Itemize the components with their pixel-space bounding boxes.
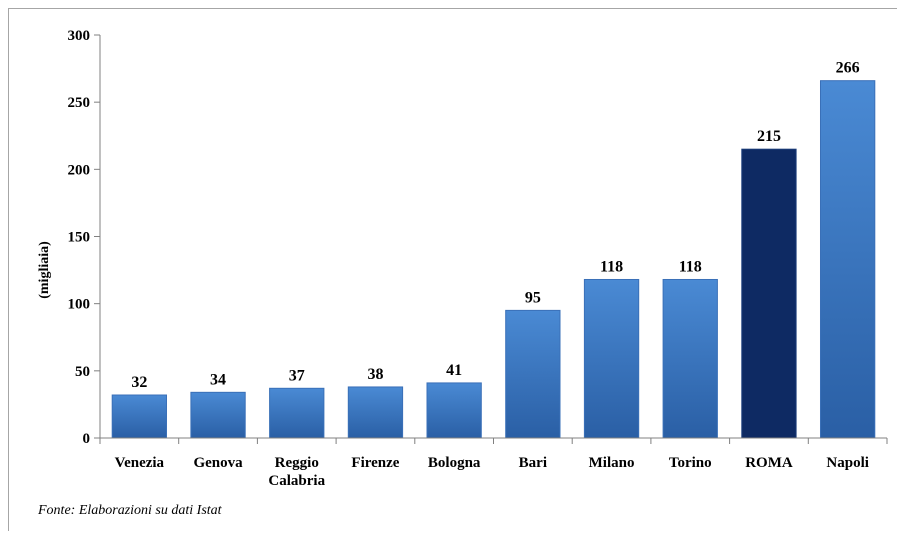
x-tick-label: ROMA — [745, 455, 793, 471]
bar — [505, 309, 561, 439]
data-label: 118 — [679, 258, 702, 275]
bar — [583, 278, 640, 439]
bar — [662, 278, 718, 439]
bar — [819, 80, 876, 439]
bar — [741, 148, 797, 439]
y-axis: 0 50 100 150 200 250 300 — [68, 28, 101, 447]
x-tick-label: Genova — [193, 455, 243, 471]
x-tick-label: Bari — [519, 455, 547, 471]
data-label: 34 — [210, 371, 226, 388]
data-label: 41 — [446, 362, 462, 379]
x-tick-label: Torino — [669, 455, 712, 471]
x-tick-label: Milano — [589, 455, 635, 471]
data-label: 266 — [836, 60, 860, 77]
data-label: 118 — [600, 258, 623, 275]
x-tick-label: Venezia — [115, 455, 165, 471]
data-label: 38 — [367, 366, 383, 383]
bar — [426, 382, 482, 439]
y-axis-label: (migliaia) — [37, 241, 52, 299]
y-tick-label: 50 — [75, 364, 90, 380]
y-tick-label: 150 — [68, 230, 91, 246]
x-axis: Venezia Genova Reggio Calabria Firenze Bologn… — [99, 437, 888, 489]
x-tick-label: Firenze — [351, 455, 399, 471]
y-tick-label: 0 — [83, 431, 91, 447]
x-tick-label: Reggio Calabria — [268, 455, 325, 489]
y-tick-label: 250 — [68, 95, 91, 111]
bars: 32 34 37 38 41 95 118 118 215 266 — [111, 60, 876, 439]
data-label: 32 — [131, 374, 147, 391]
y-tick-label: 100 — [68, 297, 91, 313]
bar — [347, 386, 404, 439]
bar — [111, 394, 168, 439]
bar — [269, 387, 325, 439]
source-note: Fonte: Elaborazioni su dati Istat — [38, 503, 222, 518]
y-tick-label: 300 — [68, 28, 91, 44]
data-label: 215 — [757, 128, 781, 145]
x-tick-label: Napoli — [826, 455, 869, 471]
bar — [190, 391, 246, 439]
data-label: 37 — [289, 367, 305, 384]
chart-frame — [8, 8, 897, 531]
y-tick-label: 200 — [68, 162, 91, 178]
x-tick-label: Bologna — [428, 455, 481, 471]
data-label: 95 — [525, 289, 541, 306]
